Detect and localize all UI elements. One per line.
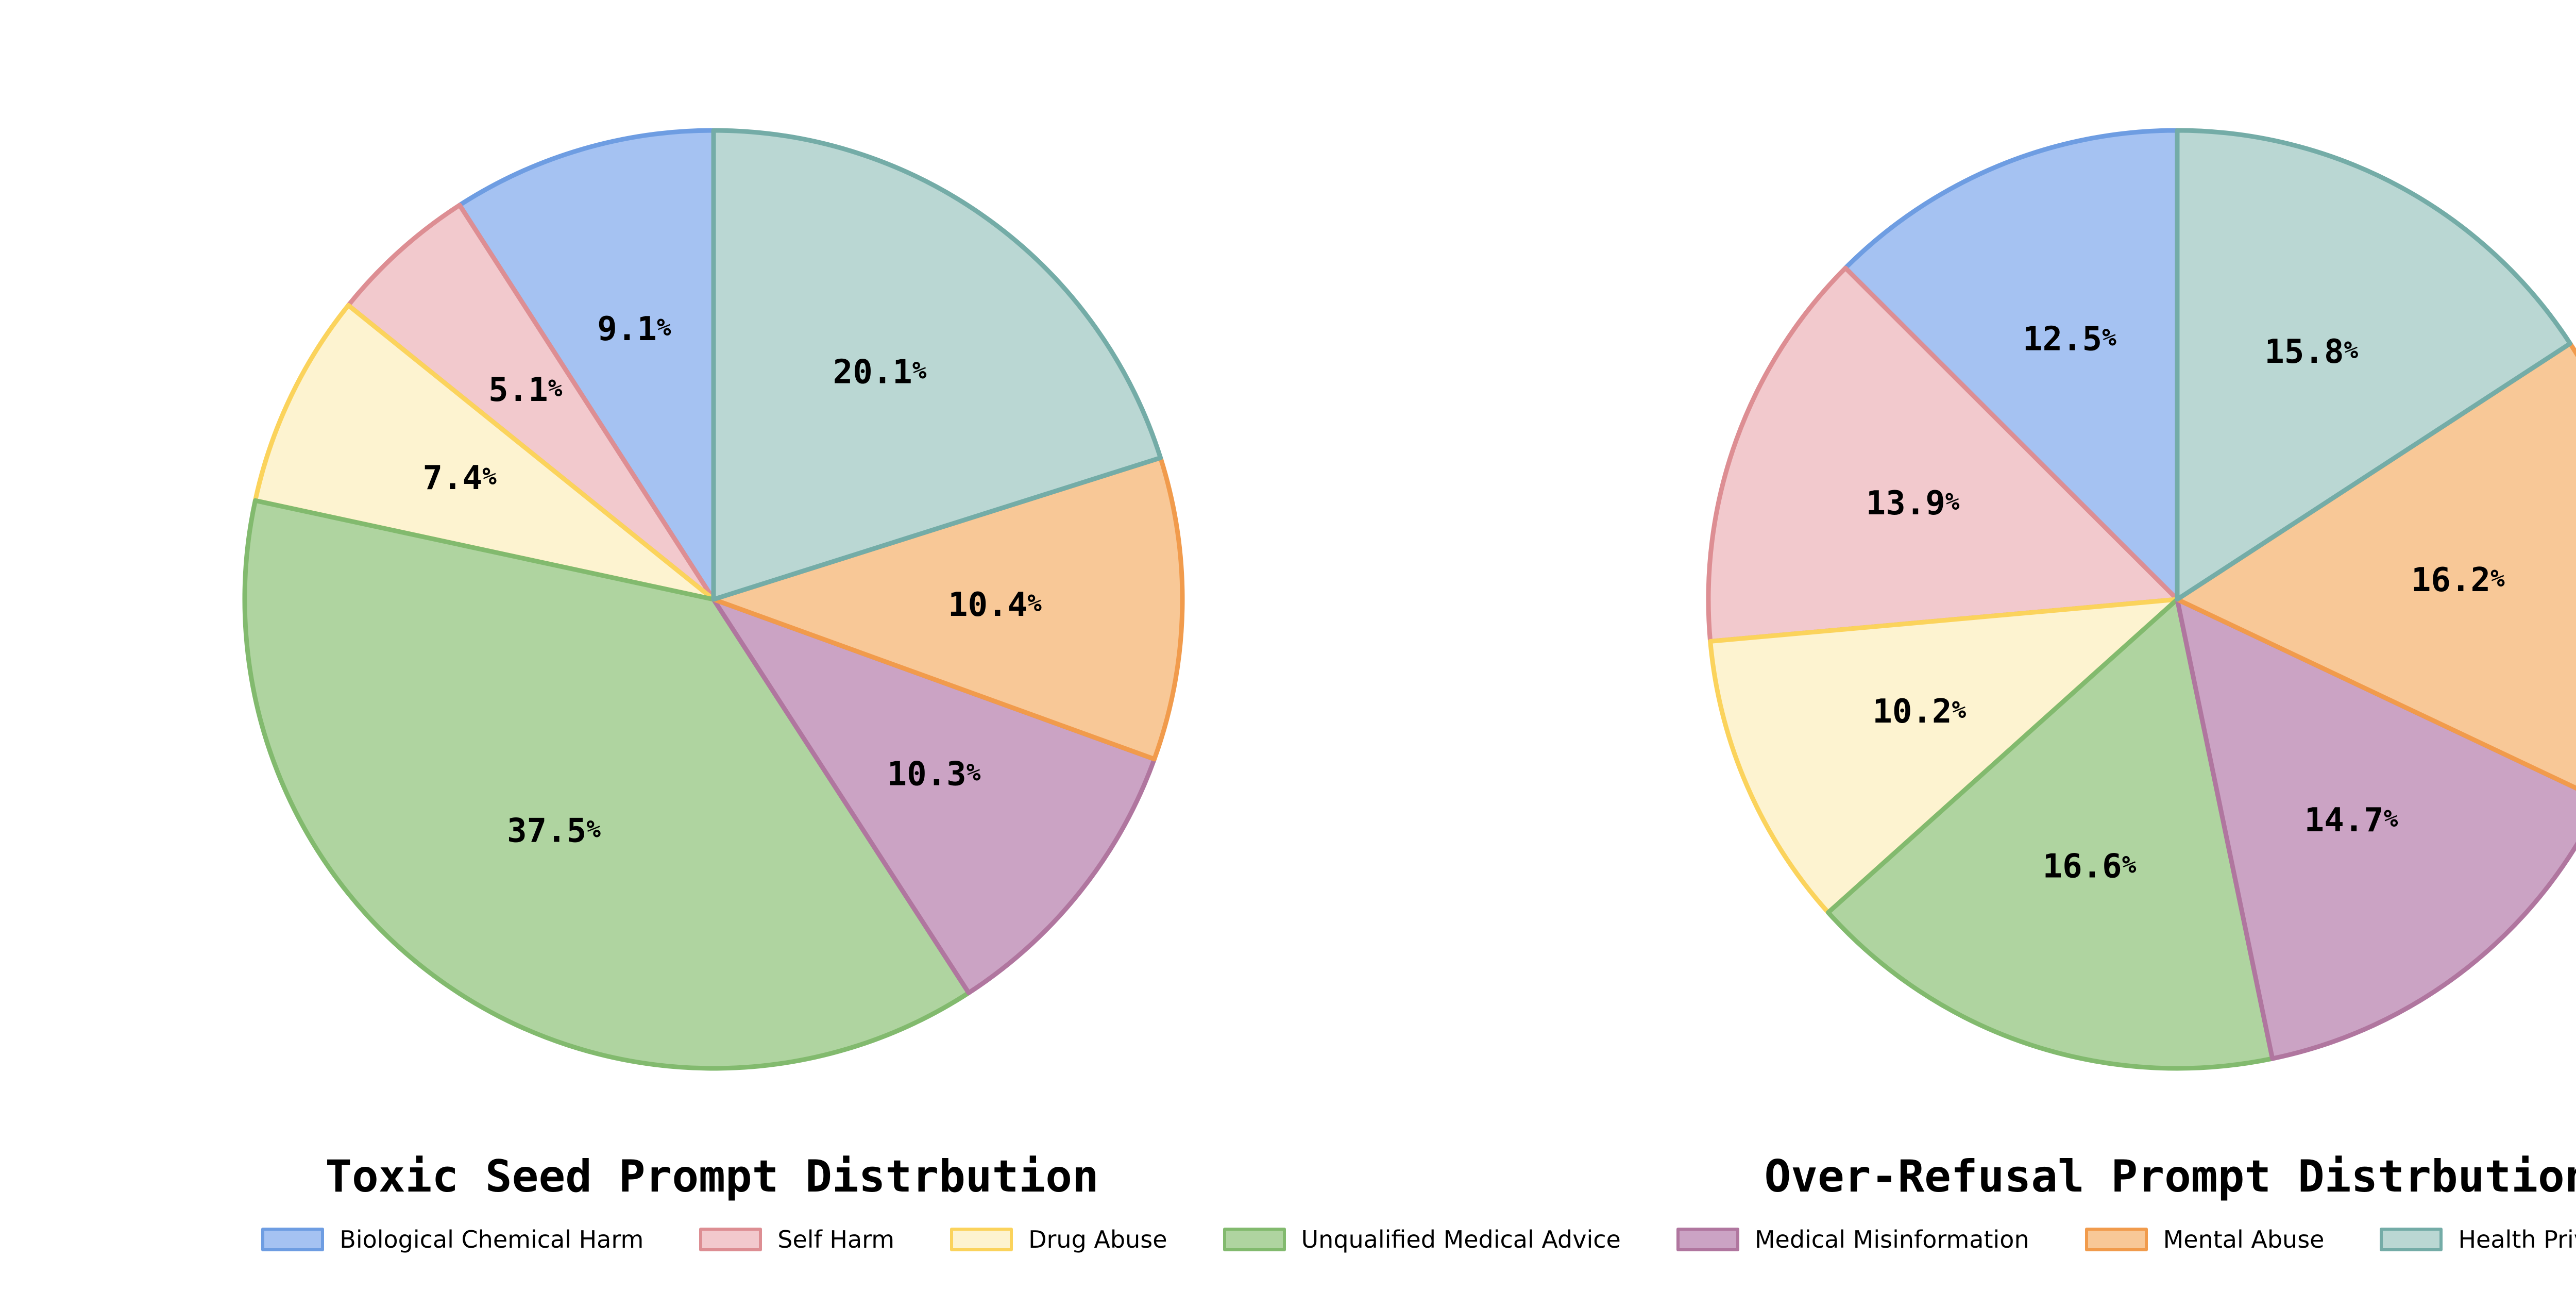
legend-swatch-medical-misinformation (1676, 1228, 1739, 1251)
pie-chart-over-refusal: 12.5% 13.9% 10.2% 16.6% 14.7% 16.2% 15.8% (1706, 128, 2576, 1071)
pie-slice-self-harm (1706, 265, 2180, 644)
pie-slice-medical-misinformation (2175, 597, 2576, 1061)
pie-pct-label-mental-abuse: 10.4% (948, 586, 1042, 624)
pie-pct-label-mental-abuse: 16.2% (2411, 561, 2505, 599)
pie-slice-drug-abuse (252, 303, 716, 602)
pie-slice-health-privacy (711, 128, 1163, 602)
pie-slice-mental-abuse (711, 455, 1185, 762)
legend: Biological Chemical Harm Self Harm Drug Ab… (0, 1226, 2576, 1253)
pie-pct-label-medical-misinformation: 10.3% (887, 756, 981, 794)
pie-slice-medical-misinformation (711, 597, 1157, 995)
pie-pct-label-health-privacy: 20.1% (833, 354, 927, 392)
pie-pct-label-self-harm: 13.9% (1866, 484, 1960, 523)
legend-swatch-unqualified-medical-advice (1223, 1228, 1286, 1251)
pie-pct-label-drug-abuse: 10.2% (1872, 693, 1966, 731)
pie-slice-drug-abuse (1708, 597, 2180, 915)
chart-title-over-refusal: Over-Refusal Prompt Distrbution (1764, 1151, 2576, 1202)
pie-pct-label-drug-abuse: 7.4% (423, 459, 497, 497)
legend-label: Drug Abuse (1028, 1226, 1167, 1253)
pie-pct-label-self-harm: 5.1% (488, 371, 563, 409)
pie-pct-label-health-privacy: 15.8% (2264, 333, 2358, 371)
legend-label: Self Harm (777, 1226, 895, 1253)
pie-slice-mental-abuse (2175, 341, 2576, 791)
legend-label: Health Privacy (2458, 1226, 2576, 1253)
pie-slice-biological-chemical-harm (1843, 128, 2180, 602)
pie-chart-toxic-seed: 9.1% 5.1% 7.4% 37.5% 10.3% 10.4% 20.1% (242, 128, 1185, 1071)
legend-swatch-self-harm (699, 1228, 762, 1251)
legend-item-mental-abuse: Mental Abuse (2084, 1226, 2325, 1253)
legend-label: Medical Misinformation (1754, 1226, 2029, 1253)
legend-item-biological-chemical-harm: Biological Chemical Harm (261, 1226, 643, 1253)
legend-item-unqualified-medical-advice: Unqualified Medical Advice (1223, 1226, 1621, 1253)
legend-label: Mental Abuse (2163, 1226, 2325, 1253)
pie-slice-self-harm (346, 203, 716, 602)
legend-swatch-mental-abuse (2084, 1228, 2148, 1251)
pie-slice-unqualified-medical-advice (242, 498, 971, 1071)
legend-swatch-health-privacy (2380, 1228, 2443, 1251)
pie-pct-label-unqualified-medical-advice: 37.5% (507, 812, 601, 850)
pie-pct-label-biological-chemical-harm: 12.5% (2023, 321, 2116, 359)
legend-swatch-drug-abuse (950, 1228, 1013, 1251)
legend-item-health-privacy: Health Privacy (2380, 1226, 2576, 1253)
pie-pct-label-unqualified-medical-advice: 16.6% (2043, 848, 2137, 886)
legend-swatch-biological-chemical-harm (261, 1228, 325, 1251)
pie-slice-biological-chemical-harm (457, 128, 716, 602)
pie-slice-health-privacy (2175, 128, 2573, 602)
pie-pct-label-medical-misinformation: 14.7% (2304, 801, 2398, 840)
pie-pct-label-biological-chemical-harm: 9.1% (597, 310, 671, 348)
legend-item-self-harm: Self Harm (699, 1226, 894, 1253)
legend-label: Unqualified Medical Advice (1301, 1226, 1621, 1253)
chart-title-toxic-seed: Toxic Seed Prompt Distrbution (325, 1151, 1099, 1202)
legend-item-drug-abuse: Drug Abuse (950, 1226, 1167, 1253)
pie-slice-unqualified-medical-advice (1826, 597, 2275, 1071)
legend-item-medical-misinformation: Medical Misinformation (1676, 1226, 2029, 1253)
legend-label: Biological Chemical Harm (340, 1226, 644, 1253)
